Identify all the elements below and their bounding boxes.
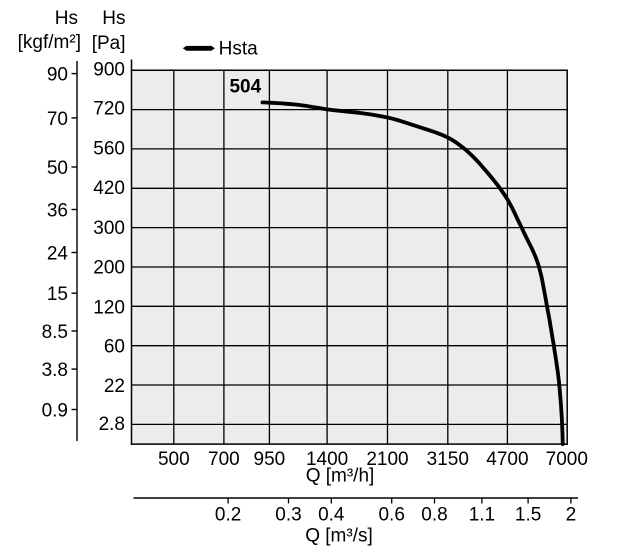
svg-text:300: 300 [93,218,125,239]
svg-text:120: 120 [93,297,125,318]
svg-text:0.4: 0.4 [318,505,345,526]
svg-text:500: 500 [158,449,190,470]
svg-text:2100: 2100 [366,449,408,470]
svg-text:50: 50 [47,158,68,179]
svg-text:700: 700 [208,449,240,470]
svg-text:0.2: 0.2 [215,505,241,526]
svg-text:560: 560 [93,138,125,159]
svg-text:22: 22 [104,376,125,397]
svg-text:70: 70 [47,109,68,130]
svg-text:3150: 3150 [427,449,469,470]
svg-text:Hs: Hs [55,8,78,29]
svg-text:1.5: 1.5 [515,505,541,526]
svg-text:4700: 4700 [486,449,528,470]
svg-text:0.3: 0.3 [275,505,301,526]
svg-text:90: 90 [47,65,68,86]
svg-text:504: 504 [229,77,261,98]
svg-text:60: 60 [104,337,125,358]
svg-text:0.6: 0.6 [378,505,404,526]
svg-text:720: 720 [93,99,125,120]
svg-text:3.8: 3.8 [42,360,68,381]
svg-text:950: 950 [254,449,286,470]
svg-text:[kgf/m²]: [kgf/m²] [18,32,81,53]
svg-text:Q [m³/s]: Q [m³/s] [305,526,373,547]
svg-text:420: 420 [93,178,125,199]
svg-text:2.8: 2.8 [99,414,125,435]
svg-text:24: 24 [47,244,69,265]
svg-text:8.5: 8.5 [42,322,68,343]
svg-text:200: 200 [93,257,125,278]
svg-text:[Pa]: [Pa] [92,33,126,54]
svg-text:15: 15 [47,284,68,305]
svg-text:Q [m³/h]: Q [m³/h] [306,466,375,487]
svg-text:1.1: 1.1 [469,505,495,526]
svg-text:2: 2 [566,505,577,526]
svg-text:Hs: Hs [102,8,125,29]
svg-text:Hsta: Hsta [219,39,259,60]
svg-text:36: 36 [47,201,68,222]
svg-text:7000: 7000 [546,449,588,470]
svg-text:1400: 1400 [306,449,348,470]
svg-text:900: 900 [93,59,125,80]
svg-text:0.9: 0.9 [42,401,68,422]
svg-text:0.8: 0.8 [421,505,447,526]
